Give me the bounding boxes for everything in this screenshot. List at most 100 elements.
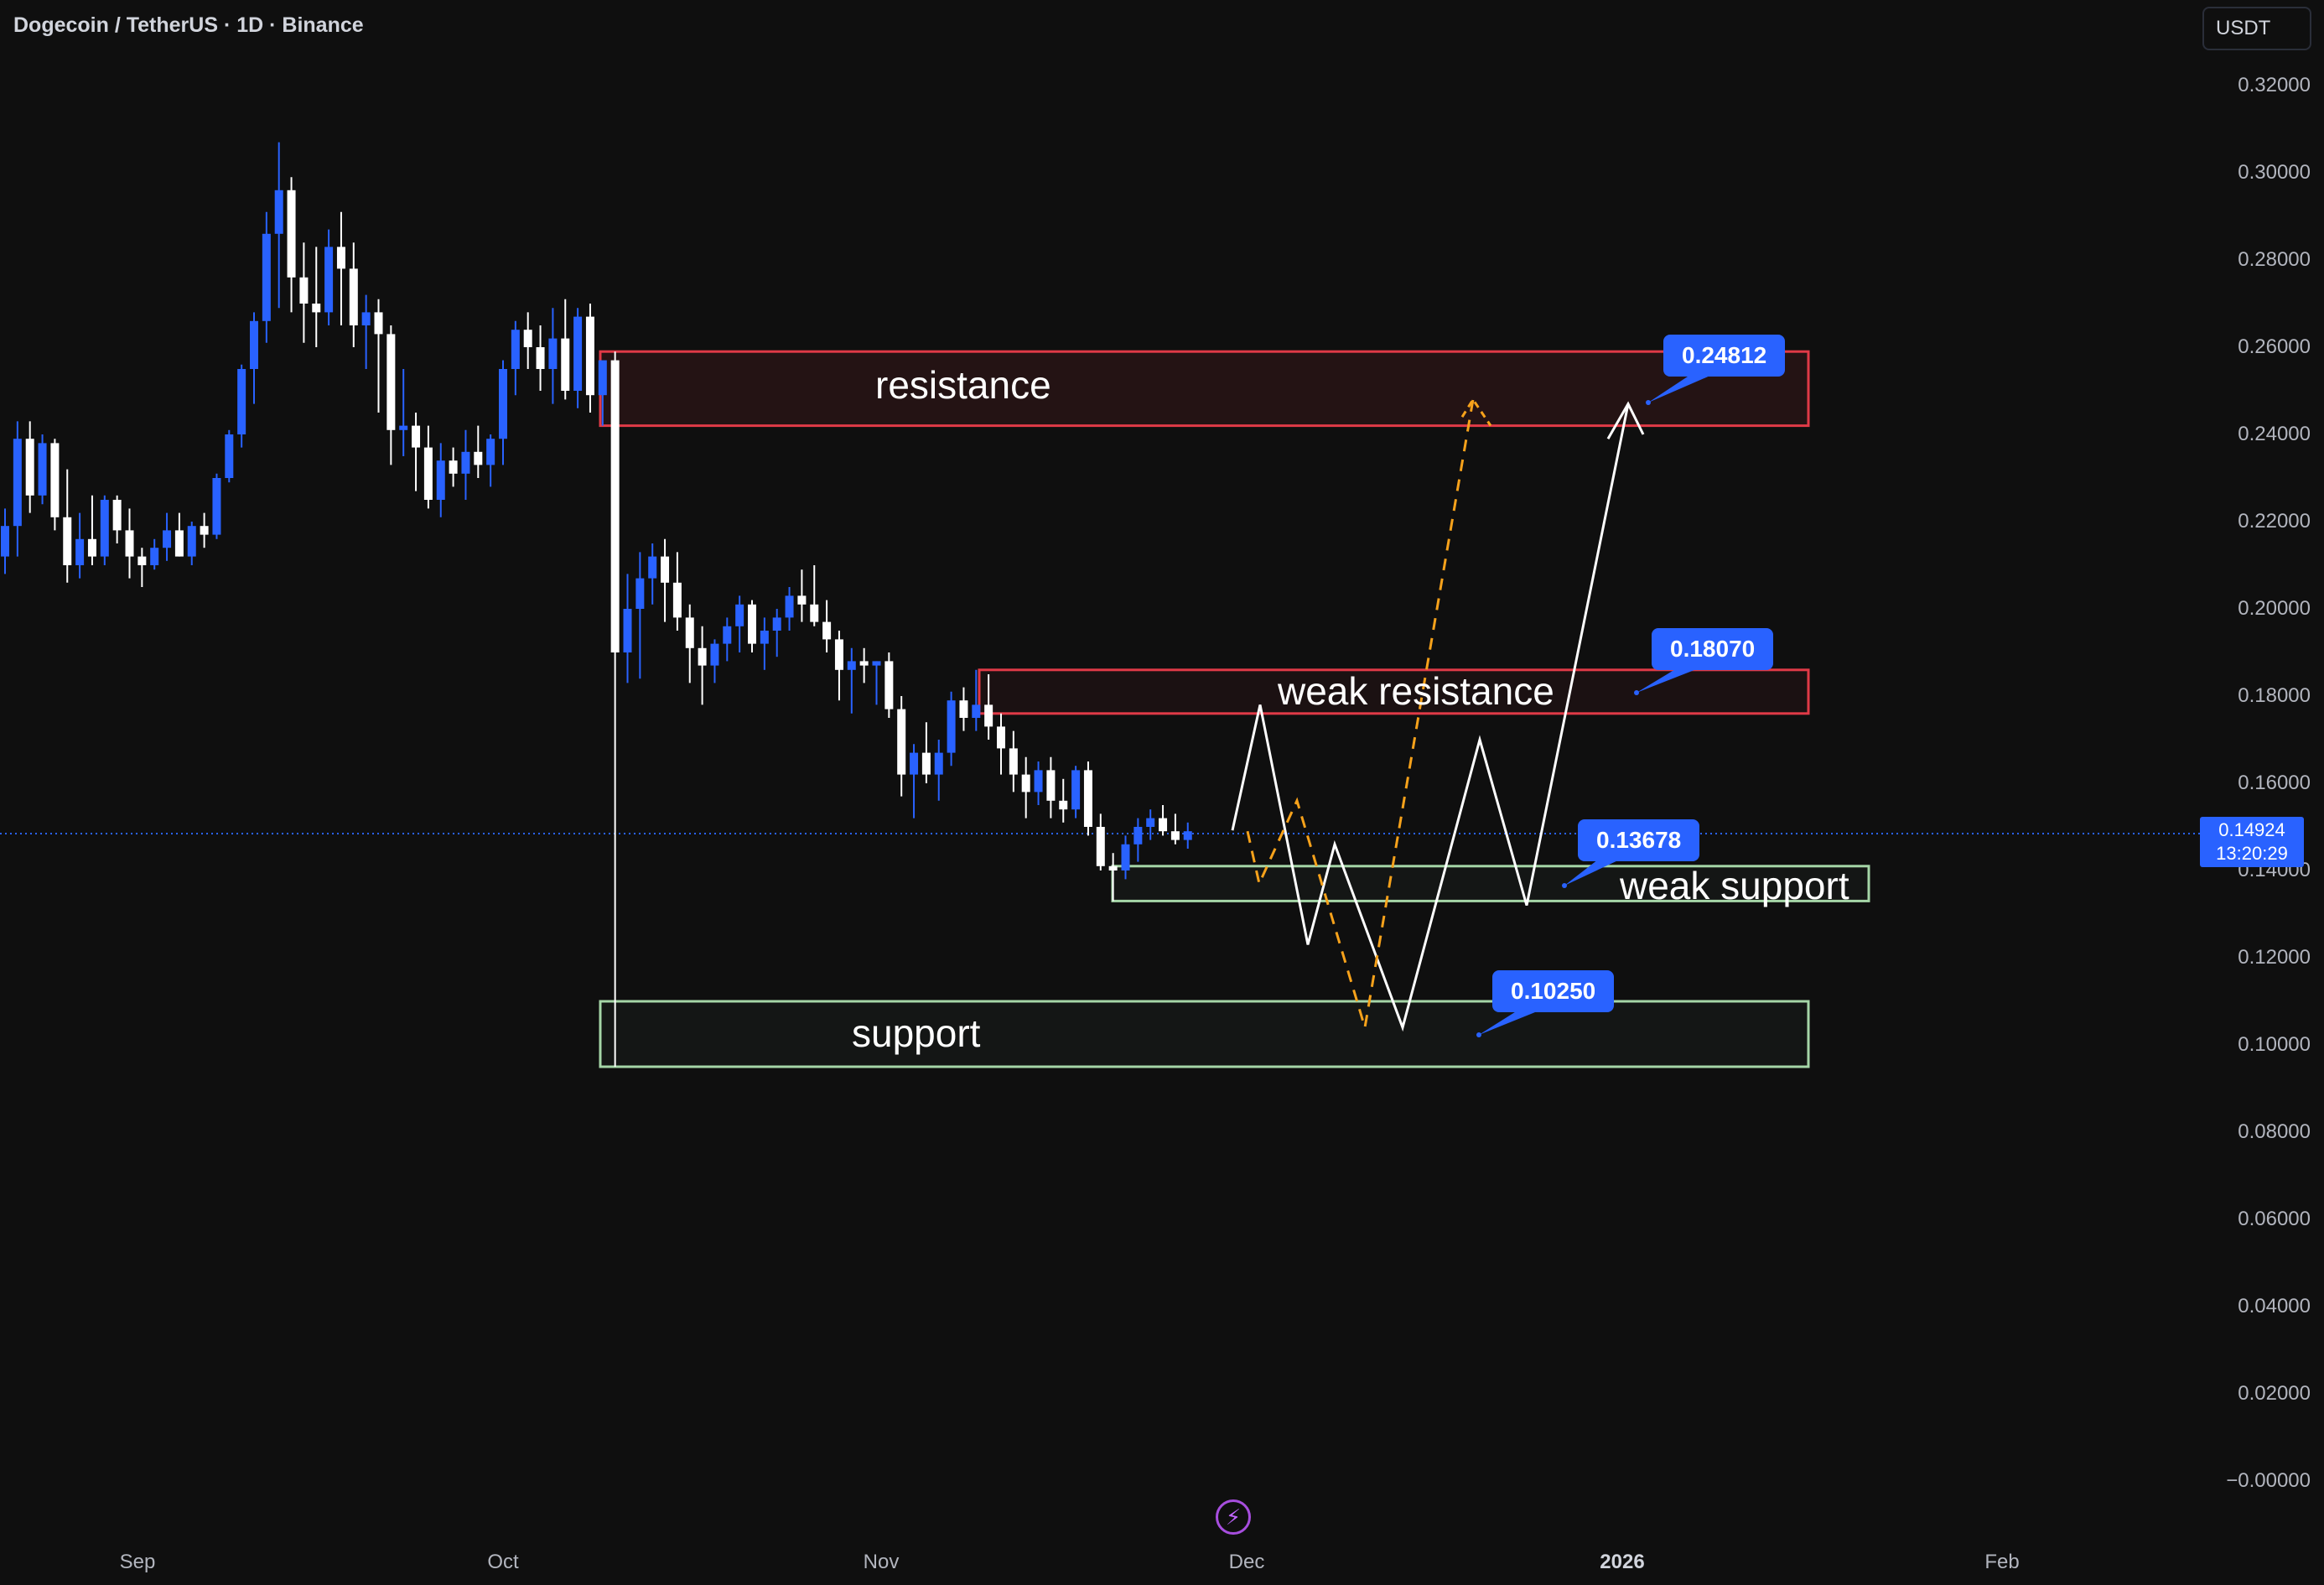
candle-body — [921, 752, 931, 775]
time-tick-label: Nov — [863, 1551, 900, 1573]
candle-body — [125, 530, 134, 557]
candle-body — [312, 304, 321, 313]
candle-body — [859, 661, 869, 666]
candle-body — [1183, 831, 1192, 840]
candle-body — [250, 320, 258, 369]
candle-body — [822, 621, 832, 640]
projection-arrowhead-alternate — [1460, 397, 1492, 427]
price-tick-label: 0.18000 — [2238, 684, 2311, 707]
price-tick-label: 0.30000 — [2238, 161, 2311, 184]
candle-body — [785, 595, 794, 618]
candle-body — [1083, 770, 1092, 827]
weak-resistance-label: weak resistance — [1278, 669, 1554, 713]
candle-body — [299, 277, 309, 304]
candle-body — [685, 617, 694, 648]
candle-body — [423, 447, 433, 500]
candle-body — [635, 578, 645, 609]
callout-tail — [1564, 860, 1620, 886]
price-tick-label: 0.22000 — [2238, 510, 2311, 533]
candle-body — [262, 233, 271, 321]
candle-body — [598, 360, 607, 396]
candle-body — [585, 316, 594, 396]
candle-body — [200, 526, 209, 535]
price-tick-label: 0.12000 — [2238, 946, 2311, 969]
candle-body — [13, 439, 22, 527]
support-label: support — [852, 1011, 981, 1055]
price-tick-label: 0.02000 — [2238, 1382, 2311, 1405]
target-callout-weak-resistance[interactable]: 0.18070 — [1652, 628, 1774, 670]
candle-body — [1, 526, 9, 557]
candle-body — [797, 595, 807, 605]
candle-body — [412, 425, 421, 448]
candle-body — [386, 334, 396, 430]
candle-body — [1146, 818, 1155, 827]
weak-support-label: weak support — [1620, 864, 1849, 907]
countdown-timer: 13:20:29 — [2216, 843, 2288, 864]
candle-body — [610, 360, 620, 652]
time-tick-label: Feb — [1984, 1551, 2020, 1573]
candle-body — [1059, 800, 1068, 810]
price-tick-label: 0.08000 — [2238, 1120, 2311, 1143]
callout-tail — [1479, 1011, 1539, 1035]
candle-body — [972, 704, 981, 718]
candle-body — [623, 609, 632, 652]
zone-weak-support — [1111, 865, 1870, 902]
price-tick-label: 0.10000 — [2238, 1033, 2311, 1056]
symbol-title[interactable]: Dogecoin / TetherUS · 1D · Binance — [13, 13, 364, 37]
candle-body — [38, 443, 47, 496]
candle-body — [523, 330, 532, 347]
target-callout-resistance[interactable]: 0.24812 — [1663, 335, 1786, 377]
candle-body — [212, 478, 221, 535]
candle-body — [984, 704, 993, 727]
candle-body — [1096, 827, 1105, 866]
candle-body — [336, 247, 345, 269]
candle-body — [672, 582, 682, 618]
candle-body — [150, 548, 159, 565]
candle-body — [63, 517, 72, 565]
candle-body — [287, 190, 296, 278]
candle-body — [934, 752, 943, 775]
currency-selector[interactable]: USDT — [2202, 7, 2311, 50]
candle-body — [723, 626, 732, 644]
candle-body — [137, 556, 147, 565]
candle-body — [748, 604, 756, 644]
candle-body — [573, 316, 583, 391]
candle-body — [997, 726, 1005, 749]
candle-body — [847, 661, 856, 670]
candle-body — [50, 443, 60, 517]
candle-body — [536, 347, 545, 369]
candle-body — [436, 460, 445, 500]
candle-body — [1034, 770, 1043, 792]
target-callout-support[interactable]: 0.10250 — [1492, 970, 1615, 1012]
candle-body — [324, 247, 334, 313]
candle-body — [474, 451, 483, 465]
candle-body — [1133, 827, 1143, 844]
price-tick-label: −0.00000 — [2226, 1469, 2311, 1492]
candle-body — [174, 530, 184, 557]
candle-body — [735, 604, 744, 626]
candle-body — [449, 460, 458, 474]
lightning-icon[interactable]: ⚡︎ — [1216, 1499, 1251, 1535]
callout-tail — [1637, 668, 1699, 693]
callout-anchor — [1646, 400, 1651, 405]
time-tick-label: Dec — [1228, 1551, 1265, 1573]
zone-support — [599, 1000, 1810, 1068]
callout-anchor — [1562, 883, 1567, 888]
candle-body — [1009, 748, 1018, 775]
projection-path-alternate — [1246, 399, 1475, 1028]
price-tick-label: 0.04000 — [2238, 1295, 2311, 1317]
price-tick-label: 0.24000 — [2238, 423, 2311, 445]
candle-body — [1046, 770, 1056, 801]
candle-body — [710, 643, 719, 666]
candle-body — [1121, 844, 1130, 870]
callout-anchor — [1634, 690, 1639, 695]
candle-body — [25, 439, 34, 496]
price-tick-label: 0.06000 — [2238, 1208, 2311, 1230]
candle-body — [548, 338, 558, 369]
target-callout-weak-support[interactable]: 0.13678 — [1578, 819, 1700, 861]
candle-body — [349, 268, 358, 325]
candle-body — [100, 500, 109, 557]
candle-body — [834, 639, 843, 670]
price-tick-label: 0.16000 — [2238, 772, 2311, 794]
